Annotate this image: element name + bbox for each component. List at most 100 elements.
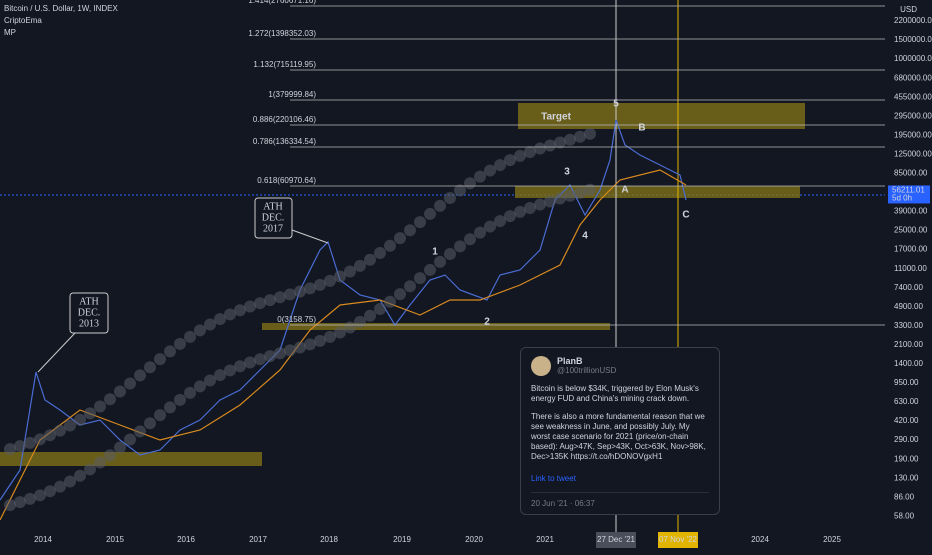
bubble	[184, 330, 196, 343]
bubble	[284, 288, 296, 301]
time-label: 2020	[465, 535, 483, 544]
bubble	[424, 207, 436, 220]
bubble	[384, 239, 396, 252]
bubble	[264, 350, 276, 363]
time-label: 2014	[34, 535, 52, 544]
time-label: 2021	[536, 535, 554, 544]
bubble	[504, 154, 516, 167]
bubble	[394, 232, 406, 245]
fib-label: 0.886(220106.46)	[253, 115, 317, 124]
tweet-card: PlanB @100trillionUSD Bitcoin is below $3…	[520, 347, 720, 515]
bubble	[224, 308, 236, 321]
bubble	[4, 499, 16, 512]
wave-label: 5	[613, 99, 619, 110]
time-label: 2015	[106, 535, 124, 544]
time-highlight	[658, 532, 698, 548]
zone	[0, 452, 262, 466]
countdown: 5d 0h	[892, 194, 912, 203]
bubble	[184, 386, 196, 399]
bubble	[444, 191, 456, 204]
zone	[262, 323, 610, 330]
bubble	[244, 300, 256, 313]
bubble	[4, 443, 16, 456]
bubble	[54, 424, 66, 437]
bubble	[254, 297, 266, 310]
bubble	[354, 259, 366, 272]
bubble	[434, 199, 446, 212]
price-label: 4900.00	[894, 302, 923, 311]
bubble	[574, 186, 586, 199]
price-label: 86.00	[894, 492, 915, 501]
bubble	[394, 288, 406, 301]
time-label: 2017	[249, 535, 267, 544]
bubble	[194, 324, 206, 337]
price-label: 7400.00	[894, 283, 923, 292]
price-label: 195000.00	[894, 130, 932, 139]
bubble	[494, 215, 506, 228]
handle: @100trillionUSD	[557, 366, 617, 375]
bubble	[484, 164, 496, 177]
callout-text: DEC.	[262, 212, 285, 223]
price-axis-bg	[885, 0, 932, 550]
bubble	[464, 177, 476, 190]
target-label: Target	[541, 112, 571, 123]
bubbles	[4, 127, 596, 512]
ema	[0, 169, 687, 521]
bubble	[354, 315, 366, 328]
bubble	[144, 361, 156, 374]
fib-label: 1.272(1398352.03)	[248, 29, 316, 38]
time-label: 2018	[320, 535, 338, 544]
bubble	[584, 127, 596, 140]
bubble	[554, 136, 566, 149]
price-label: 420.00	[894, 416, 919, 425]
tweet-date: 20 Jun '21 · 06:37	[531, 492, 709, 509]
bubble	[34, 489, 46, 502]
author: PlanB @100trillionUSD	[557, 356, 616, 376]
bubble	[534, 142, 546, 155]
bubble	[174, 393, 186, 406]
bubble	[384, 295, 396, 308]
price-label: 130.00	[894, 473, 919, 482]
time-highlight-label: 27 Dec '21	[597, 535, 636, 544]
bubble	[204, 318, 216, 331]
bubble	[284, 344, 296, 357]
bubble	[304, 338, 316, 351]
bubble	[324, 274, 336, 287]
bubble	[134, 369, 146, 382]
tweet-link[interactable]: Link to tweet	[531, 474, 576, 483]
callout-pointer	[37, 332, 76, 373]
bubble	[154, 353, 166, 366]
callout-text: ATH	[263, 201, 282, 212]
bubble	[294, 285, 306, 298]
time-label: 2024	[751, 535, 769, 544]
tweet-head: PlanB @100trillionUSD	[531, 356, 709, 376]
tweet-text: Bitcoin is below $34K, triggered by Elon…	[531, 384, 699, 403]
bubble	[244, 356, 256, 369]
bubble	[314, 334, 326, 347]
wave-label: B	[638, 123, 645, 134]
wave-label: A	[621, 185, 628, 196]
bubble	[234, 360, 246, 373]
bubble	[44, 485, 56, 498]
bubble	[124, 433, 136, 446]
bubble	[334, 326, 346, 339]
bubble	[134, 425, 146, 438]
bubble	[24, 492, 36, 505]
fib-label: 0(3158.75)	[277, 315, 316, 324]
bubble	[544, 195, 556, 208]
time-highlight-label: 07 Nov '22	[659, 535, 698, 544]
bubble	[214, 369, 226, 382]
fib-label: 1(379999.84)	[268, 90, 316, 99]
bubble	[14, 496, 26, 509]
bubble	[234, 304, 246, 317]
bubble	[474, 170, 486, 183]
price-label: 2100.00	[894, 340, 923, 349]
callout	[69, 292, 109, 334]
bubble	[54, 480, 66, 493]
bubble	[94, 400, 106, 413]
bubble	[524, 145, 536, 158]
bubble	[324, 330, 336, 343]
price-label: 1500000.00	[894, 35, 932, 44]
wave-label: 1	[432, 247, 438, 258]
